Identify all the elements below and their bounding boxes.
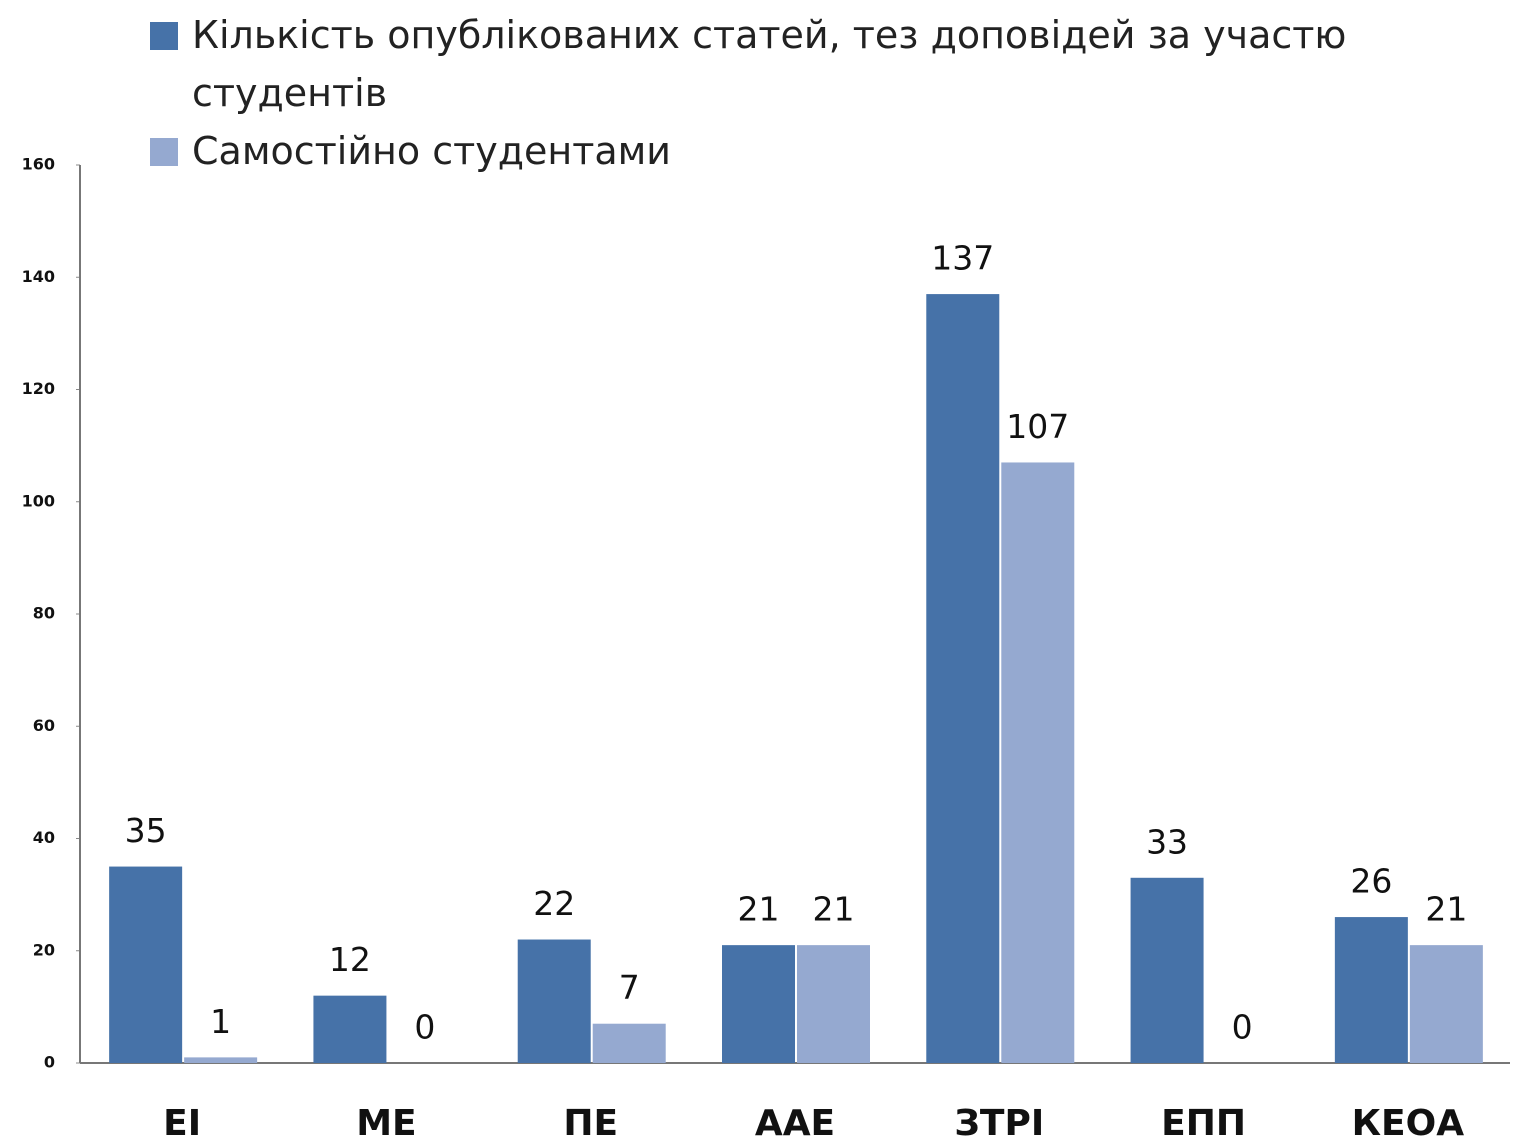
x-tick-label: ЕІ bbox=[163, 1103, 201, 1143]
bar bbox=[517, 939, 591, 1063]
value-label: 21 bbox=[1425, 890, 1467, 929]
bar bbox=[184, 1057, 258, 1063]
x-tick-label: МЕ bbox=[356, 1103, 416, 1143]
y-tick-label: 100 bbox=[22, 491, 55, 510]
value-label: 0 bbox=[414, 1008, 435, 1047]
y-tick-label: 160 bbox=[22, 155, 55, 174]
y-tick-label: 140 bbox=[22, 267, 55, 286]
bar bbox=[1001, 462, 1075, 1063]
value-label: 107 bbox=[1006, 407, 1069, 446]
bar bbox=[592, 1023, 666, 1063]
x-tick-label: ЕПП bbox=[1161, 1103, 1246, 1143]
legend-swatch bbox=[150, 138, 178, 166]
value-label: 21 bbox=[813, 890, 855, 929]
bar bbox=[926, 294, 1000, 1063]
value-label: 33 bbox=[1146, 822, 1188, 861]
y-tick-label: 40 bbox=[33, 828, 55, 847]
bar bbox=[313, 995, 387, 1063]
value-label: 0 bbox=[1232, 1008, 1253, 1047]
value-label: 1 bbox=[210, 1002, 231, 1041]
value-label: 12 bbox=[329, 940, 371, 979]
value-label: 21 bbox=[738, 890, 780, 929]
y-tick-label: 20 bbox=[33, 940, 55, 959]
y-tick-label: 0 bbox=[44, 1053, 55, 1072]
y-tick-label: 120 bbox=[22, 379, 55, 398]
bar bbox=[1409, 945, 1483, 1063]
value-label: 22 bbox=[533, 884, 575, 923]
x-tick-label: КЕОА bbox=[1352, 1103, 1465, 1143]
bar bbox=[1130, 877, 1204, 1063]
value-label: 7 bbox=[619, 968, 640, 1007]
legend-swatch bbox=[150, 22, 178, 50]
y-tick-label: 60 bbox=[33, 716, 55, 735]
bar bbox=[722, 945, 795, 1063]
bar bbox=[797, 945, 870, 1063]
y-tick-label: 80 bbox=[33, 604, 55, 623]
x-tick-label: ЗТРІ bbox=[954, 1103, 1044, 1143]
legend-label: Самостійно студентами bbox=[192, 129, 671, 173]
legend-item: Кількість опублікованих статей, тез допо… bbox=[150, 6, 1450, 122]
value-label: 35 bbox=[125, 811, 167, 850]
x-tick-label: ААЕ bbox=[755, 1103, 835, 1143]
bar bbox=[109, 866, 183, 1063]
bar bbox=[1334, 917, 1408, 1063]
value-label: 26 bbox=[1350, 862, 1392, 901]
x-tick-label: ПЕ bbox=[563, 1103, 618, 1143]
value-label: 137 bbox=[931, 239, 994, 278]
legend: Кількість опублікованих статей, тез допо… bbox=[150, 6, 1450, 180]
legend-item: Самостійно студентами bbox=[150, 122, 1450, 180]
legend-label: Кількість опублікованих статей, тез допо… bbox=[192, 13, 1347, 115]
